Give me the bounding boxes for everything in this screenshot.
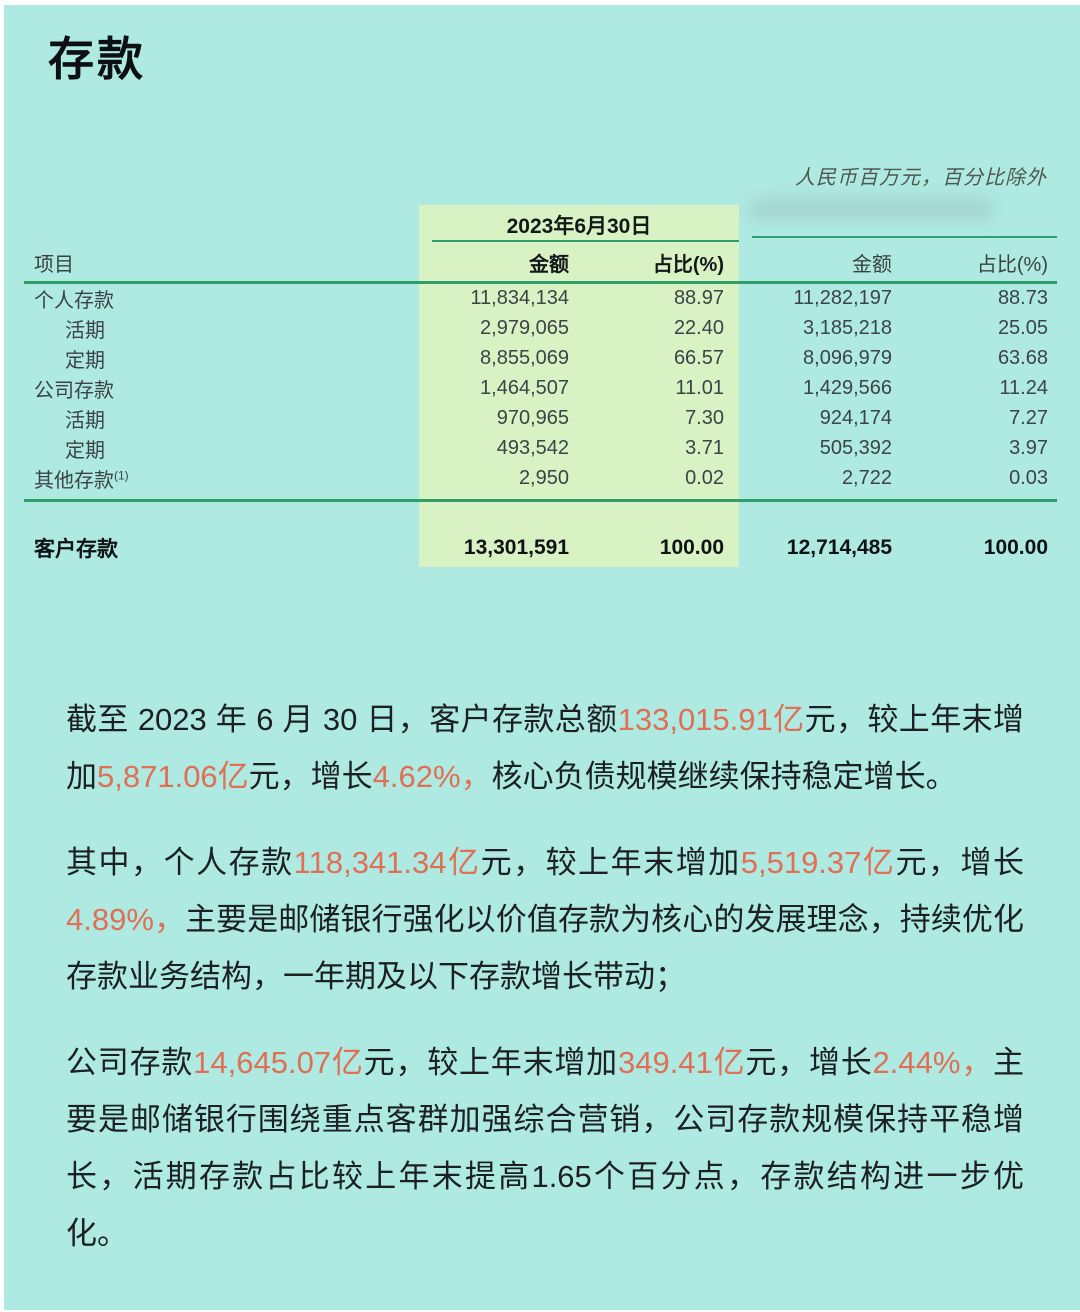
paragraph: 公司存款14,645.07亿元，较上年末增加349.41亿元，增长2.44%，主… xyxy=(66,1034,1024,1262)
cell-pct_prev: 25.05 xyxy=(997,316,1048,339)
text-segment: 元，较上年末增加 xyxy=(363,1045,618,1080)
cell-amount_2023: 2,950 xyxy=(518,466,569,489)
cell-pct_2023: 3.71 xyxy=(685,436,724,459)
cell-amount_prev: 1,429,566 xyxy=(803,376,892,399)
text-segment: 元，增长 xyxy=(895,845,1025,880)
text-segment: 其中，个人存款 xyxy=(66,845,294,880)
table-row: 个人存款 11,834,134 88.97 11,282,197 88.73 xyxy=(4,283,1080,313)
header-underline-rule xyxy=(24,281,1057,284)
pct-header-2023: 占比(%) xyxy=(652,254,724,276)
cell-amount_2023: 970,965 xyxy=(496,406,569,429)
narrative-text: 截至 2023 年 6 月 30 日，客户存款总额133,015.91亿元，较上… xyxy=(66,691,1024,1291)
row-label: 定期 xyxy=(65,349,105,372)
cell-pct_prev: 88.73 xyxy=(997,286,1048,309)
date-underline-rule xyxy=(432,240,739,242)
paragraph: 截至 2023 年 6 月 30 日，客户存款总额133,015.91亿元，较上… xyxy=(66,691,1024,805)
item-header: 项目 xyxy=(34,254,74,276)
page-title: 存款 xyxy=(48,33,146,85)
redacted-date-smudge xyxy=(749,197,994,221)
row-label: 其他存款(1) xyxy=(34,467,129,492)
cell-amount_prev: 11,282,197 xyxy=(793,286,892,309)
period-header-2023: 2023年6月30日 xyxy=(506,215,652,238)
text-segment: 元，增长 xyxy=(745,1045,873,1080)
text-segment: 截至 2023 年 6 月 30 日，客户存款总额 xyxy=(66,702,618,737)
row-label: 活期 xyxy=(65,319,105,342)
table-header-row: 项目 金额 占比(%) 金额 占比(%) xyxy=(4,245,1080,279)
cell-amount_2023: 2,979,065 xyxy=(480,316,569,339)
text-segment: 公司存款 xyxy=(66,1045,194,1080)
cell-pct_prev: 63.68 xyxy=(997,346,1048,369)
cell-pct_2023: 11.01 xyxy=(675,376,724,399)
deposits-table: 2023年6月30日 项目 金额 占比(%) 金额 占比(%) 个人存款 11,8… xyxy=(4,205,1080,567)
highlight-column-2023 xyxy=(419,205,739,567)
accent-figure: 349.41亿 xyxy=(617,1045,746,1080)
text-segment: 元，增长 xyxy=(248,759,373,794)
total-amount-2023: 13,301,591 xyxy=(463,536,569,559)
accent-figure: 14,645.07亿 xyxy=(193,1045,364,1080)
cell-amount_prev: 8,096,979 xyxy=(803,346,892,369)
accent-figure: 118,341.34亿 xyxy=(293,845,481,880)
cell-pct_2023: 88.97 xyxy=(673,286,724,309)
cell-amount_prev: 505,392 xyxy=(819,436,892,459)
cell-amount_prev: 924,174 xyxy=(819,406,892,429)
paragraph: 其中，个人存款118,341.34亿元，较上年末增加5,519.37亿元，增长 4… xyxy=(66,834,1024,1005)
table-row: 活期 970,965 7.30 924,174 7.27 xyxy=(4,403,1080,433)
total-pct-prev: 100.00 xyxy=(983,536,1048,559)
unit-note: 人民币百万元，百分比除外 xyxy=(795,167,1047,189)
row-label: 公司存款 xyxy=(34,379,114,402)
accent-figure: 2.44%， xyxy=(872,1045,994,1080)
row-label: 活期 xyxy=(65,409,105,432)
pct-header-prev: 占比(%) xyxy=(976,254,1048,276)
cell-pct_prev: 11.24 xyxy=(999,376,1048,399)
text-segment: 元，较上年末增加 xyxy=(66,702,1024,794)
total-label: 客户存款 xyxy=(34,538,118,561)
cell-amount_2023: 493,542 xyxy=(496,436,569,459)
subtotal-rule xyxy=(24,499,1057,502)
cell-amount_2023: 1,464,507 xyxy=(480,376,569,399)
row-label: 定期 xyxy=(65,439,105,462)
table-row: 其他存款(1) 2,950 0.02 2,722 0.03 xyxy=(4,463,1080,493)
cell-amount_prev: 3,185,218 xyxy=(803,316,892,339)
cell-pct_2023: 66.57 xyxy=(673,346,724,369)
cell-amount_2023: 8,855,069 xyxy=(480,346,569,369)
text-segment: 主要是邮储银行强化以价值存款为核心的发展理念，持续优化存款业务结构，一年期及以下… xyxy=(66,902,1025,994)
cell-amount_2023: 11,834,134 xyxy=(470,286,569,309)
total-row: 客户存款 13,301,591 100.00 12,714,485 100.00 xyxy=(4,531,1080,565)
row-label: 个人存款 xyxy=(34,289,114,312)
amount-header-prev: 金额 xyxy=(852,254,892,276)
prev-period-topline-rule xyxy=(752,236,1057,238)
accent-figure: 5,519.37亿 xyxy=(740,845,896,880)
accent-figure: 4.89%， xyxy=(66,902,186,937)
text-segment: 元，较上年末增加 xyxy=(480,845,741,880)
total-pct-2023: 100.00 xyxy=(659,536,724,559)
accent-figure: 133,015.91亿 xyxy=(617,702,805,737)
cell-amount_prev: 2,722 xyxy=(841,466,892,489)
cell-pct_prev: 3.97 xyxy=(1009,436,1048,459)
table-row: 定期 493,542 3.71 505,392 3.97 xyxy=(4,433,1080,463)
table-row: 活期 2,979,065 22.40 3,185,218 25.05 xyxy=(4,313,1080,343)
cell-pct_2023: 22.40 xyxy=(673,316,724,339)
accent-figure: 5,871.06亿 xyxy=(97,759,249,794)
cell-pct_prev: 0.03 xyxy=(1009,466,1048,489)
cell-pct_2023: 7.30 xyxy=(685,406,724,429)
text-segment: 核心负债规模继续保持稳定增长。 xyxy=(491,759,957,794)
accent-figure: 4.62%， xyxy=(372,759,492,794)
table-body: 个人存款 11,834,134 88.97 11,282,197 88.73 活期 2,97… xyxy=(4,283,1080,493)
footnote-marker: (1) xyxy=(114,467,129,482)
cell-pct_2023: 0.02 xyxy=(685,466,724,489)
table-row: 公司存款 1,464,507 11.01 1,429,566 11.24 xyxy=(4,373,1080,403)
amount-header-2023: 金额 xyxy=(529,254,569,276)
table-row: 定期 8,855,069 66.57 8,096,979 63.68 xyxy=(4,343,1080,373)
cell-pct_prev: 7.27 xyxy=(1009,406,1048,429)
total-amount-prev: 12,714,485 xyxy=(786,536,892,559)
text-segment: 主要是邮储银行围绕重点客群加强综合营销，公司存款规模保持平稳增长，活期存款占比较… xyxy=(66,1045,1025,1251)
